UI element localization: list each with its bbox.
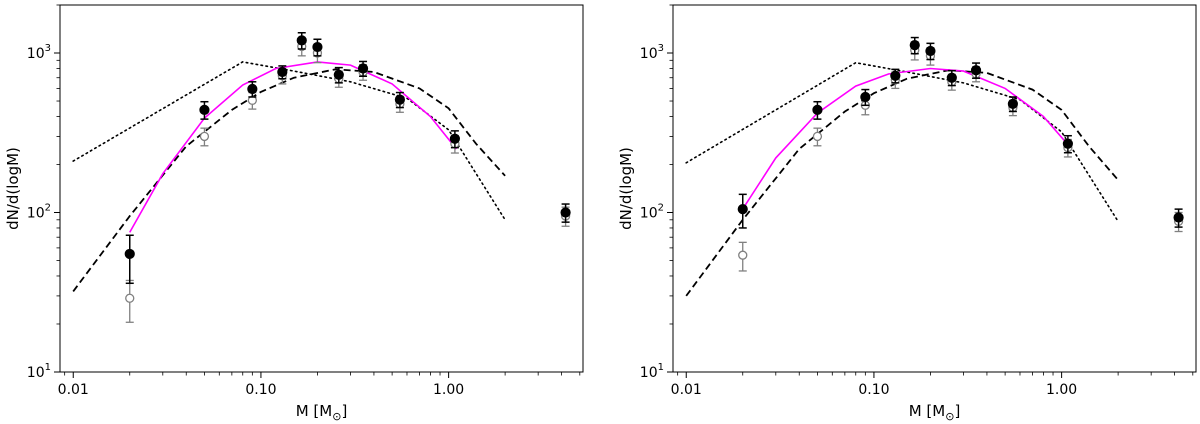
data-point-filled-points — [1173, 208, 1184, 228]
marker-filled — [394, 94, 405, 105]
series-line-magenta-fit — [742, 67, 1071, 210]
x-tick-label: 0.10 — [245, 382, 276, 398]
series-line-dotted-model — [72, 61, 506, 221]
data-point-filled-points — [946, 69, 957, 87]
marker-filled — [925, 45, 936, 57]
marker-open — [738, 250, 748, 260]
marker-filled — [357, 63, 369, 74]
marker-filled — [1062, 138, 1073, 149]
data-point-filled-points — [333, 66, 344, 84]
marker-filled — [812, 104, 823, 115]
data-point-filled-points — [1007, 96, 1018, 113]
data-point-open-points — [812, 127, 823, 147]
x-axis-label: M [M⊙] — [296, 402, 348, 423]
y-tick-label: 103 — [640, 43, 664, 62]
marker-filled — [1007, 98, 1018, 109]
series-line-dashed-model — [685, 69, 1119, 297]
y-tick-label: 101 — [27, 362, 51, 381]
marker-open — [812, 131, 823, 142]
data-point-filled-points — [277, 65, 288, 80]
y-tick-label: 101 — [640, 362, 664, 381]
marker-open — [199, 131, 210, 142]
x-tick-label: 1.00 — [433, 382, 464, 398]
data-point-filled-points — [394, 91, 405, 109]
plot-frame — [59, 4, 584, 373]
marker-filled — [737, 204, 748, 215]
data-point-filled-points — [970, 62, 982, 79]
marker-filled — [1173, 212, 1184, 223]
data-point-filled-points — [860, 88, 871, 107]
y-tick-label: 102 — [27, 203, 51, 222]
data-point-open-points — [199, 127, 210, 147]
plot-area — [72, 31, 571, 323]
series-line-dashed-model — [72, 68, 506, 292]
x-axis-label: M [M⊙] — [909, 402, 961, 423]
marker-filled — [449, 133, 460, 144]
plot-area — [685, 36, 1184, 297]
data-point-filled-points — [296, 31, 307, 50]
data-point-filled-points — [925, 42, 936, 61]
data-point-filled-points — [357, 60, 369, 77]
marker-filled — [199, 104, 210, 115]
data-point-filled-points — [812, 100, 823, 120]
data-point-open-points — [738, 241, 748, 272]
data-point-filled-points — [449, 130, 460, 149]
marker-filled — [560, 207, 571, 218]
data-point-open-points — [125, 279, 135, 323]
marker-filled — [909, 40, 920, 51]
series-line-magenta-fit — [129, 61, 458, 233]
marker-filled — [890, 70, 901, 81]
series-line-dotted-model — [685, 61, 1119, 223]
marker-filled — [124, 248, 135, 260]
marker-filled — [333, 69, 344, 80]
y-tick-label: 103 — [27, 43, 51, 62]
marker-filled — [860, 91, 871, 103]
y-tick-label: 102 — [640, 203, 664, 222]
y-axis-label: dN/d(logM) — [4, 147, 22, 230]
chart-panel-right: 0.01 0.10 1.00 101 102 103 M [M⊙] dN/d(logM) — [617, 4, 1197, 423]
data-point-filled-points — [737, 193, 748, 229]
marker-open — [125, 293, 135, 303]
marker-filled — [970, 65, 982, 76]
data-point-filled-points — [890, 68, 901, 84]
chart-panel-left: 0.01 0.10 1.00 101 102 103 M [M⊙] dN/d(logM) — [4, 4, 584, 423]
data-point-filled-points — [560, 203, 571, 223]
data-point-filled-points — [199, 100, 210, 120]
data-point-filled-points — [124, 234, 135, 285]
x-tick-label: 0.01 — [58, 382, 89, 398]
axes: 0.01 0.10 1.00 101 102 103 M [M⊙] dN/d(logM) — [617, 4, 1194, 423]
x-tick-label: 0.01 — [671, 382, 702, 398]
y-axis-label: dN/d(logM) — [617, 147, 635, 230]
data-point-filled-points — [312, 38, 323, 57]
x-tick-label: 1.00 — [1046, 382, 1077, 398]
marker-filled — [312, 41, 323, 53]
data-point-filled-points — [1062, 134, 1073, 154]
marker-filled — [296, 35, 307, 46]
data-point-filled-points — [909, 36, 920, 55]
axes: 0.01 0.10 1.00 101 102 103 M [M⊙] dN/d(logM) — [4, 4, 581, 423]
data-point-filled-points — [247, 81, 258, 98]
marker-filled — [247, 83, 258, 95]
x-tick-label: 0.10 — [858, 382, 889, 398]
plot-frame — [672, 4, 1197, 373]
marker-filled — [946, 72, 957, 83]
marker-filled — [277, 66, 288, 78]
